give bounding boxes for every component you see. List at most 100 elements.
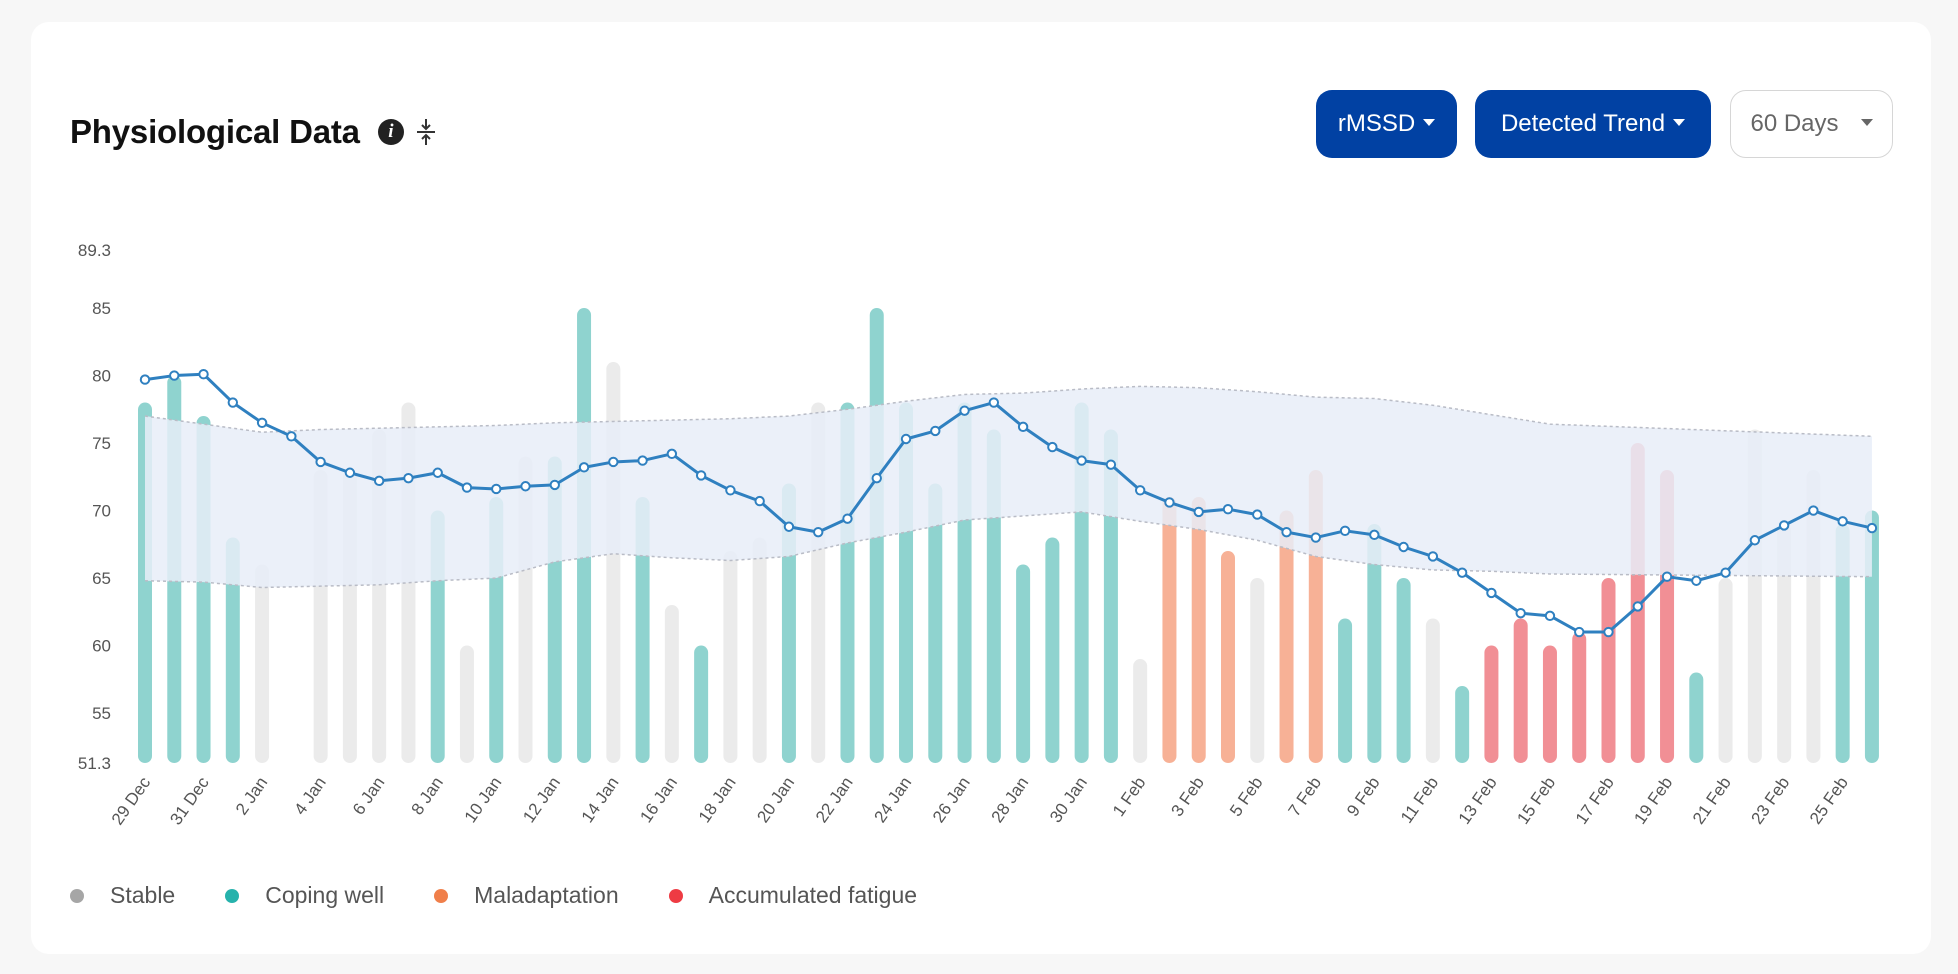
x-tick-label: 22 Jan: [812, 773, 857, 826]
bar: [225, 537, 240, 763]
trend-point: [1164, 497, 1175, 508]
legend-label: Stable: [110, 882, 176, 908]
legend-item[interactable]: Stable: [70, 882, 175, 909]
bar: [1484, 645, 1499, 763]
trend-point: [315, 456, 326, 468]
trend-point: [637, 455, 648, 466]
bar: [1425, 618, 1440, 763]
trend-mode-dropdown[interactable]: Detected Trend: [1475, 90, 1711, 158]
bar: [1572, 632, 1587, 763]
trend-point: [578, 462, 590, 473]
trend-point: [403, 472, 414, 484]
x-tick-label: 29 Dec: [108, 773, 155, 828]
trend-mode-dropdown-label: Detected Trend: [1500, 110, 1666, 137]
legend-dot-icon: [225, 888, 240, 903]
bar: [694, 645, 709, 763]
x-tick-label: 17 Feb: [1572, 773, 1618, 827]
trend-point: [344, 467, 356, 478]
trend-point: [959, 405, 970, 416]
x-tick-label: 13 Feb: [1455, 773, 1501, 827]
x-tick-label: 16 Jan: [636, 773, 681, 826]
bar: [1133, 659, 1148, 763]
x-tick-label: 28 Jan: [988, 773, 1033, 826]
x-tick-label: 19 Feb: [1630, 773, 1676, 827]
metric-dropdown-label: rMSSD: [1337, 110, 1416, 137]
trend-point: [1134, 485, 1146, 496]
bar: [1718, 578, 1733, 763]
caret-down-icon: [1860, 118, 1873, 126]
trend-point: [1456, 567, 1468, 578]
band-lower-line: [144, 511, 1872, 589]
trend-band: [145, 386, 1872, 588]
card-header: Physiological Data i: [70, 108, 438, 156]
trend-point: [1808, 505, 1819, 516]
x-tick-label: 4 Jan: [290, 773, 329, 818]
metric-dropdown[interactable]: rMSSD: [1316, 90, 1457, 158]
bar: [752, 537, 767, 763]
trend-point: [1574, 626, 1585, 638]
trend-point: [1778, 520, 1790, 531]
bar: [1367, 524, 1382, 763]
legend-item[interactable]: Coping well: [225, 882, 384, 909]
band-upper-line: [144, 385, 1872, 438]
trend-point: [1310, 532, 1322, 543]
x-tick-label: 3 Feb: [1167, 773, 1208, 820]
x-tick-label: 6 Jan: [349, 773, 388, 818]
x-tick-label: 23 Feb: [1747, 773, 1793, 827]
x-tick-label: 18 Jan: [695, 773, 740, 826]
bar: [1338, 618, 1353, 763]
bar: [1601, 578, 1616, 763]
bar: [255, 564, 270, 763]
bar: [1279, 510, 1294, 763]
trend-point: [1222, 504, 1234, 515]
trend-point: [1076, 455, 1087, 466]
bar: [928, 483, 943, 763]
trend-point: [1486, 587, 1497, 599]
bar: [1250, 578, 1265, 763]
bar: [1162, 497, 1177, 763]
bar: [1191, 497, 1206, 763]
x-tick-label: 30 Jan: [1046, 773, 1091, 826]
trend-point: [1837, 516, 1848, 527]
trend-point: [1047, 441, 1058, 453]
x-tick-label: 5 Feb: [1226, 773, 1267, 820]
caret-down-icon: [1673, 118, 1686, 126]
time-range-dropdown[interactable]: 60 Days: [1730, 90, 1893, 158]
trend-point: [725, 485, 736, 496]
trend-point: [695, 470, 707, 481]
trend-point: [549, 479, 560, 491]
trend-point: [871, 472, 882, 484]
x-tick-label: 20 Jan: [753, 773, 798, 826]
bar: [1016, 564, 1031, 763]
trend-point: [1866, 522, 1878, 534]
legend-label: Coping well: [265, 882, 385, 908]
trend-point: [198, 369, 209, 380]
legend-label: Maladaptation: [474, 882, 619, 908]
x-tick-label: 26 Jan: [929, 773, 974, 826]
x-tick-label: 15 Feb: [1513, 773, 1559, 827]
collapse-vertical-icon[interactable]: [414, 117, 438, 147]
x-tick-label: 24 Jan: [870, 773, 915, 826]
trend-point: [256, 417, 268, 428]
trend-point: [286, 431, 297, 442]
info-icon[interactable]: i: [377, 119, 404, 145]
caret-down-icon: [1423, 118, 1436, 126]
trend-point: [900, 433, 912, 445]
trend-point: [1515, 607, 1526, 619]
legend-item[interactable]: Accumulated fatigue: [668, 882, 917, 909]
trend-point: [1339, 525, 1351, 536]
y-tick-label: 51.3: [78, 754, 111, 773]
trend-point: [1252, 509, 1263, 520]
bar: [635, 497, 650, 763]
trend-point: [227, 397, 239, 408]
trend-point: [461, 482, 473, 493]
legend-item[interactable]: Maladaptation: [434, 882, 619, 909]
x-tick-label: 25 Feb: [1806, 773, 1852, 827]
trend-point: [1632, 601, 1643, 612]
y-tick-label: 80: [92, 367, 111, 386]
x-tick-label: 12 Jan: [519, 773, 564, 826]
trend-point: [813, 526, 824, 538]
legend-dot-icon: [668, 888, 683, 903]
trend-point: [1105, 459, 1117, 470]
trend-point: [1544, 610, 1556, 622]
